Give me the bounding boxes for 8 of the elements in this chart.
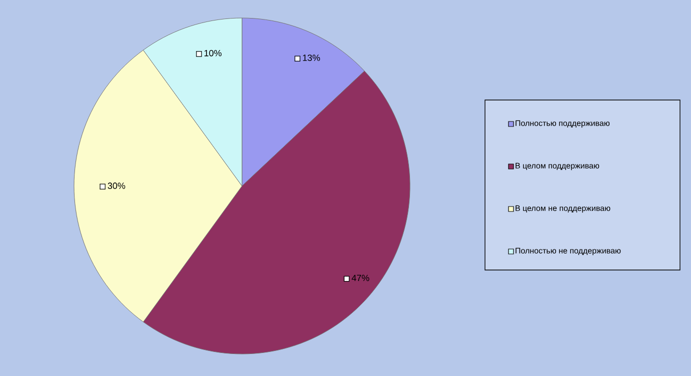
legend-label: В целом не поддерживаю	[516, 205, 610, 213]
legend-label: Полностью поддерживаю	[516, 120, 610, 128]
data-label: 13%	[302, 54, 320, 61]
data-label: 47%	[352, 274, 370, 282]
legend-label: Полностью не поддерживаю	[516, 248, 621, 256]
data-label: 10%	[204, 50, 222, 56]
data-label: 30%	[108, 182, 126, 189]
legend-label: В целом поддерживаю	[516, 162, 600, 170]
